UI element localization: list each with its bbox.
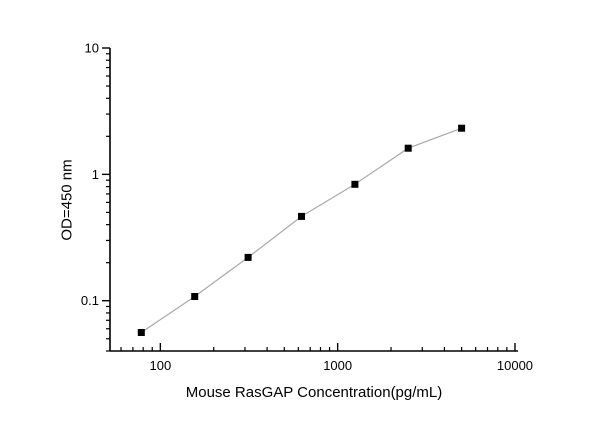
data-point-marker (351, 180, 359, 188)
x-tick-label: 10000 (497, 358, 533, 373)
data-point-marker (458, 124, 466, 132)
y-tick-label: 1 (92, 167, 99, 182)
data-point-marker (298, 212, 305, 220)
series-line (140, 127, 462, 333)
data-point-marker (404, 144, 412, 152)
data-point-marker (191, 293, 199, 300)
data-point-marker (137, 329, 145, 336)
data-point-marker (244, 253, 252, 261)
x-tick-label: 1000 (323, 358, 352, 373)
x-axis-title: Mouse RasGAP Concentration(pg/mL) (185, 384, 443, 401)
y-tick-label: 10 (85, 41, 99, 56)
y-axis-title: OD=450 nm (58, 159, 76, 241)
x-tick-label: 100 (150, 358, 172, 373)
y-tick-label: 0.1 (81, 293, 99, 308)
